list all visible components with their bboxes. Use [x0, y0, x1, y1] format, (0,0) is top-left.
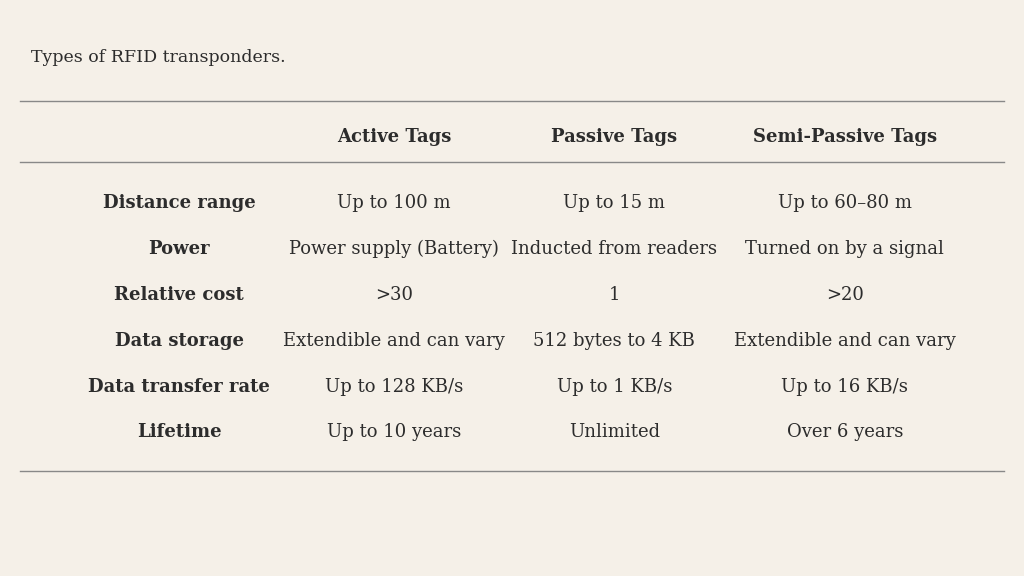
Text: Up to 100 m: Up to 100 m: [338, 194, 451, 212]
Text: Semi-Passive Tags: Semi-Passive Tags: [753, 128, 937, 146]
Text: Relative cost: Relative cost: [115, 286, 244, 304]
Text: Data transfer rate: Data transfer rate: [88, 378, 270, 396]
Text: Types of RFID transponders.: Types of RFID transponders.: [31, 49, 286, 66]
Text: Up to 15 m: Up to 15 m: [563, 194, 666, 212]
Text: Turned on by a signal: Turned on by a signal: [745, 240, 944, 258]
Text: Inducted from readers: Inducted from readers: [511, 240, 718, 258]
Text: Extendible and can vary: Extendible and can vary: [284, 332, 505, 350]
Text: >30: >30: [375, 286, 414, 304]
Text: Lifetime: Lifetime: [137, 423, 221, 441]
Text: >20: >20: [826, 286, 863, 304]
Text: Up to 16 KB/s: Up to 16 KB/s: [781, 378, 908, 396]
Text: 512 bytes to 4 KB: 512 bytes to 4 KB: [534, 332, 695, 350]
Text: Up to 1 KB/s: Up to 1 KB/s: [557, 378, 672, 396]
Text: Data storage: Data storage: [115, 332, 244, 350]
Text: Unlimited: Unlimited: [569, 423, 659, 441]
Text: Up to 60–80 m: Up to 60–80 m: [778, 194, 911, 212]
Text: Passive Tags: Passive Tags: [551, 128, 678, 146]
Text: Up to 10 years: Up to 10 years: [327, 423, 462, 441]
Text: Extendible and can vary: Extendible and can vary: [734, 332, 955, 350]
Text: Active Tags: Active Tags: [337, 128, 452, 146]
Text: Distance range: Distance range: [102, 194, 256, 212]
Text: 1: 1: [608, 286, 621, 304]
Text: Power supply (Battery): Power supply (Battery): [290, 240, 499, 258]
Text: Over 6 years: Over 6 years: [786, 423, 903, 441]
Text: Power: Power: [148, 240, 210, 258]
Text: Up to 128 KB/s: Up to 128 KB/s: [325, 378, 464, 396]
